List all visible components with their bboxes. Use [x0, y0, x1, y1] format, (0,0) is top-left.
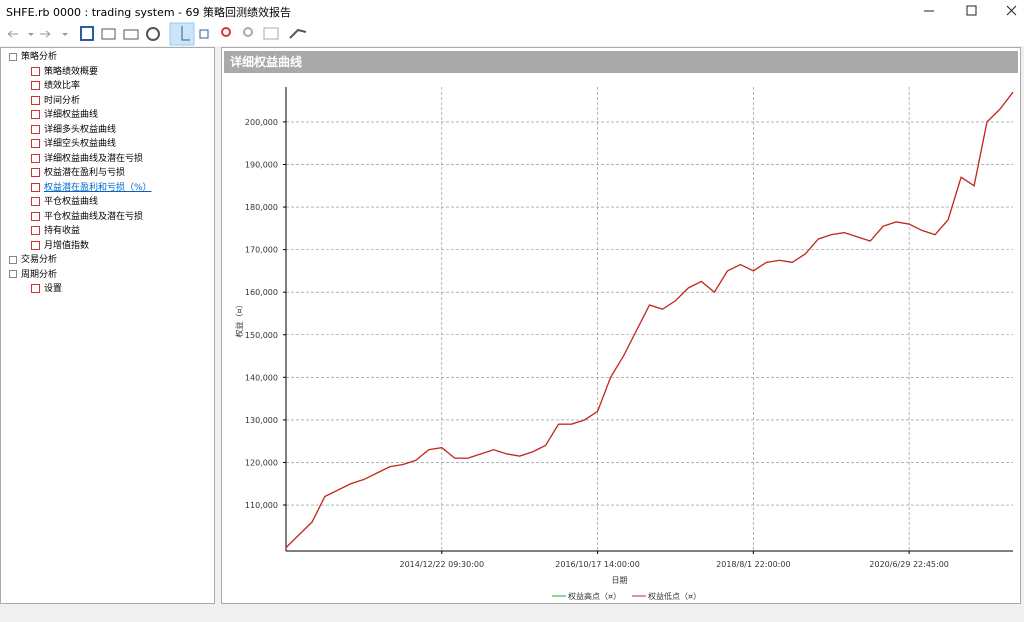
- back-dropdown[interactable]: [28, 33, 34, 36]
- tree-icon: [31, 197, 40, 206]
- tree-node[interactable]: 详细权益曲线: [31, 108, 98, 122]
- print-button[interactable]: [123, 29, 139, 40]
- forward-dropdown[interactable]: [62, 33, 68, 36]
- hand-button[interactable]: [199, 29, 209, 39]
- title-bar: SHFE.rb 0000 : trading system - 69 策略回测绩…: [0, 0, 1024, 22]
- tree-icon: [9, 52, 17, 61]
- chart: 110,000 120,000 130,000 140,000 150,000 160,0…: [234, 87, 1014, 601]
- x-axis-label: 日期: [612, 576, 628, 585]
- tree-icon: [9, 255, 17, 264]
- tree-node[interactable]: 周期分析: [9, 268, 57, 282]
- zoom-out-button[interactable]: [243, 27, 253, 37]
- y-tick-label: 120,000: [245, 458, 278, 467]
- report-panel: 详细权益曲线 110,000 120,000 130,000 140,000 150,0…: [221, 47, 1021, 604]
- series-line: [285, 91, 1014, 549]
- tree-icon: [31, 284, 40, 293]
- tree-node[interactable]: 平仓权益曲线: [31, 195, 98, 209]
- tree-node[interactable]: 详细多头权益曲线: [31, 123, 116, 137]
- tree-icon: [31, 240, 40, 250]
- y-tick-label: 180,000: [245, 203, 278, 212]
- tree-icon: [31, 211, 40, 221]
- tree-label: 详细多头权益曲线: [44, 124, 117, 135]
- x-tick-label: 2014/12/22 09:30:00: [399, 560, 484, 569]
- back-button[interactable]: [7, 30, 18, 38]
- x-tick-label: 2018/8/1 22:00:00: [716, 560, 790, 569]
- tree-panel: 策略分析策略绩效概要 绩效比率时间分析详细权益曲线详细多头权益曲线 详细空头权益曲线…: [0, 47, 215, 604]
- tree-label: 权益潜在盈利和亏损（%）: [44, 182, 152, 193]
- settings-button[interactable]: [146, 27, 160, 41]
- tree-node[interactable]: 权益潜在盈利与亏损: [31, 166, 125, 180]
- tree-label: 设置: [44, 284, 63, 294]
- tree-label: 详细权益曲线及潜在亏损: [44, 153, 144, 164]
- tree-icon: [31, 153, 40, 163]
- tree-label: 权益潜在盈利与亏损: [44, 168, 126, 178]
- y-tick-label: 150,000: [245, 331, 278, 340]
- save-button[interactable]: [80, 26, 94, 41]
- tree-icon: [31, 182, 40, 192]
- tree-node[interactable]: 详细空头权益曲线: [31, 137, 116, 151]
- tree-label: 详细空头权益曲线: [44, 139, 117, 149]
- tree-label: 策略绩效概要: [44, 66, 99, 77]
- tree-label: 策略分析: [21, 52, 58, 62]
- zoom-in-button[interactable]: [221, 27, 231, 37]
- tree-label: 详细权益曲线: [44, 110, 99, 120]
- tree-node[interactable]: 详细权益曲线及潜在亏损: [31, 152, 143, 166]
- fit-button[interactable]: [263, 27, 279, 40]
- tree-icon: [31, 124, 40, 134]
- tree-label: 月增值指数: [44, 240, 90, 251]
- series-line: [285, 91, 1014, 549]
- y-tick-label: 110,000: [245, 501, 278, 510]
- tree-icon: [31, 168, 40, 177]
- toolbar: [0, 22, 1024, 46]
- tree-icon: [31, 66, 40, 76]
- status-bar: [0, 606, 1024, 622]
- y-tick-label: 140,000: [245, 373, 278, 382]
- window-title: SHFE.rb 0000 : trading system - 69 策略回测绩…: [6, 6, 292, 19]
- tree-icon: [31, 81, 40, 90]
- tree-icon: [9, 270, 17, 278]
- close-button[interactable]: [1006, 5, 1017, 16]
- forward-button[interactable]: [40, 30, 51, 38]
- tree-node[interactable]: 策略绩效概要: [31, 65, 98, 79]
- legend-label: 权益高点（¤）: [568, 591, 621, 601]
- crosshair-icon: [181, 26, 190, 41]
- tree-label: 时间分析: [44, 95, 81, 106]
- tree-label: 交易分析: [21, 255, 58, 265]
- tree-node[interactable]: 交易分析: [9, 253, 57, 267]
- tree-label: 绩效比率: [44, 81, 81, 91]
- tree-node[interactable]: 月增值指数: [31, 239, 89, 253]
- maximize-button[interactable]: [966, 5, 977, 16]
- tree-node[interactable]: 设置: [31, 282, 62, 296]
- y-tick-label: 190,000: [245, 160, 278, 169]
- tree-node[interactable]: 持有收益: [31, 224, 80, 238]
- window-controls: [924, 5, 1017, 16]
- y-tick-label: 160,000: [245, 288, 278, 297]
- tree-node[interactable]: 策略分析: [9, 50, 57, 64]
- tree-label: 平仓权益曲线: [44, 197, 99, 207]
- x-tick-label: 2020/6/29 22:45:00: [869, 560, 949, 569]
- tree-icon: [31, 95, 40, 105]
- tree-icon: [31, 226, 40, 235]
- tree-label: 平仓权益曲线及潜在亏损: [44, 211, 144, 222]
- panel-title: 详细权益曲线: [224, 51, 1018, 73]
- x-tick-label: 2016/10/17 14:00:00: [555, 560, 640, 569]
- y-tick-label: 170,000: [245, 246, 278, 255]
- tree-label: 周期分析: [21, 269, 58, 280]
- copy-button[interactable]: [101, 28, 116, 40]
- tree-icon: [31, 139, 40, 148]
- legend-label: 权益低点（¤）: [648, 591, 701, 601]
- tree-label: 持有收益: [44, 226, 81, 236]
- tree-node[interactable]: 平仓权益曲线及潜在亏损: [31, 210, 143, 224]
- y-axis-label: 权益（¤）: [234, 300, 244, 337]
- y-tick-label: 130,000: [245, 416, 278, 425]
- y-tick-label: 200,000: [245, 118, 278, 127]
- tree-icon: [31, 110, 40, 119]
- tree-node[interactable]: 权益潜在盈利和亏损（%）: [31, 181, 152, 195]
- tree-node[interactable]: 时间分析: [31, 94, 80, 108]
- chart-button[interactable]: [289, 28, 307, 39]
- tree-node[interactable]: 绩效比率: [31, 79, 80, 93]
